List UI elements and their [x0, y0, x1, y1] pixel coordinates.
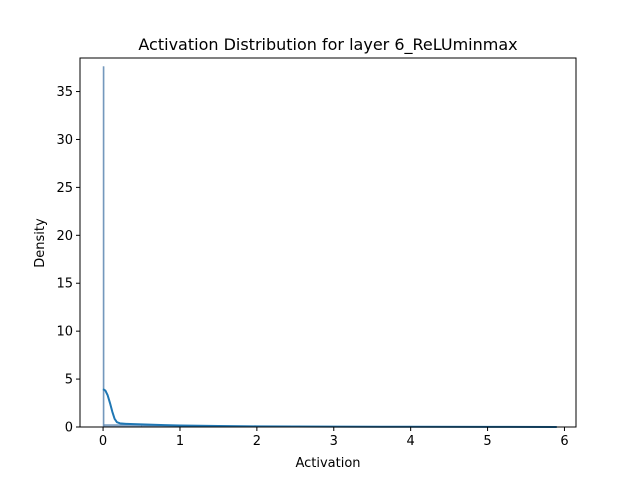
- y-tick-label: 5: [65, 373, 73, 388]
- y-tick-label: 0: [65, 421, 73, 436]
- y-tick-label: 15: [56, 277, 73, 292]
- x-tick-label: 5: [483, 434, 491, 449]
- y-tick-label: 10: [56, 325, 73, 340]
- y-axis-ticks: 0 5 10 15 20 25 30 35: [56, 85, 80, 436]
- y-tick-label: 25: [56, 181, 73, 196]
- x-tick-label: 4: [407, 434, 415, 449]
- chart-title: Activation Distribution for layer 6_ReLU…: [138, 35, 517, 55]
- x-tick-label: 6: [560, 434, 568, 449]
- y-tick-label: 30: [56, 133, 73, 148]
- x-axis-ticks: 0 1 2 3 4 5 6: [99, 427, 569, 449]
- plot-area: [102, 66, 558, 428]
- x-tick-label: 0: [99, 434, 107, 449]
- x-tick-label: 1: [176, 434, 184, 449]
- y-tick-label: 35: [56, 85, 73, 100]
- x-axis-label: Activation: [295, 456, 360, 471]
- histogram-bar-0: [102, 66, 105, 428]
- y-tick-label: 20: [56, 229, 73, 244]
- plot-frame: [79, 57, 577, 428]
- x-tick-label: 3: [330, 434, 338, 449]
- y-axis-label: Density: [33, 218, 48, 268]
- x-tick-label: 2: [253, 434, 261, 449]
- kde-line: [102, 388, 557, 428]
